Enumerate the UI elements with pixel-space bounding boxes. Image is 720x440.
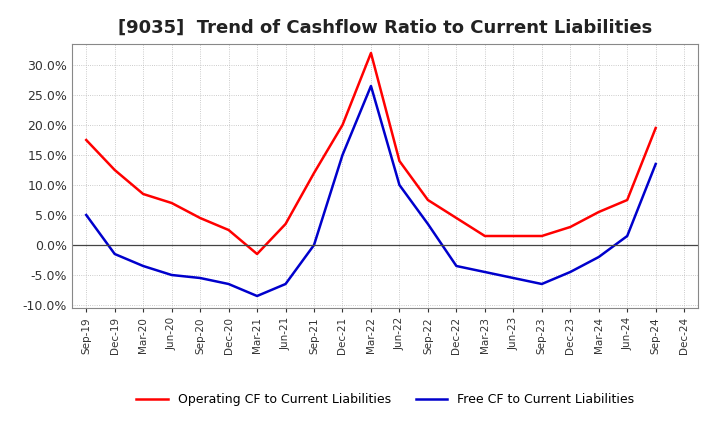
Operating CF to Current Liabilities	[253, 251, 261, 257]
Free CF to Current Liabilities	[395, 182, 404, 187]
Operating CF to Current Liabilities	[338, 122, 347, 128]
Free CF to Current Liabilities	[282, 281, 290, 286]
Free CF to Current Liabilities	[509, 275, 518, 281]
Legend: Operating CF to Current Liabilities, Free CF to Current Liabilities: Operating CF to Current Liabilities, Fre…	[130, 387, 640, 413]
Free CF to Current Liabilities	[623, 233, 631, 238]
Free CF to Current Liabilities	[366, 83, 375, 88]
Free CF to Current Liabilities	[110, 251, 119, 257]
Operating CF to Current Liabilities	[623, 198, 631, 203]
Free CF to Current Liabilities	[196, 275, 204, 281]
Free CF to Current Liabilities	[82, 213, 91, 218]
Operating CF to Current Liabilities	[509, 233, 518, 238]
Operating CF to Current Liabilities	[452, 215, 461, 220]
Free CF to Current Liabilities	[139, 264, 148, 269]
Operating CF to Current Liabilities	[310, 170, 318, 176]
Title: [9035]  Trend of Cashflow Ratio to Current Liabilities: [9035] Trend of Cashflow Ratio to Curren…	[118, 19, 652, 37]
Operating CF to Current Liabilities	[480, 233, 489, 238]
Free CF to Current Liabilities	[338, 152, 347, 158]
Operating CF to Current Liabilities	[652, 125, 660, 131]
Operating CF to Current Liabilities	[139, 191, 148, 197]
Operating CF to Current Liabilities	[110, 167, 119, 172]
Operating CF to Current Liabilities	[282, 221, 290, 227]
Operating CF to Current Liabilities	[225, 227, 233, 233]
Line: Operating CF to Current Liabilities: Operating CF to Current Liabilities	[86, 53, 656, 254]
Operating CF to Current Liabilities	[196, 215, 204, 220]
Operating CF to Current Liabilities	[395, 158, 404, 164]
Operating CF to Current Liabilities	[566, 224, 575, 230]
Line: Free CF to Current Liabilities: Free CF to Current Liabilities	[86, 86, 656, 296]
Free CF to Current Liabilities	[566, 269, 575, 275]
Free CF to Current Liabilities	[537, 281, 546, 286]
Operating CF to Current Liabilities	[167, 200, 176, 205]
Free CF to Current Liabilities	[253, 293, 261, 299]
Operating CF to Current Liabilities	[366, 50, 375, 55]
Free CF to Current Liabilities	[652, 161, 660, 167]
Free CF to Current Liabilities	[310, 242, 318, 248]
Operating CF to Current Liabilities	[82, 137, 91, 143]
Free CF to Current Liabilities	[480, 269, 489, 275]
Free CF to Current Liabilities	[167, 272, 176, 278]
Operating CF to Current Liabilities	[423, 198, 432, 203]
Free CF to Current Liabilities	[423, 221, 432, 227]
Free CF to Current Liabilities	[225, 281, 233, 286]
Operating CF to Current Liabilities	[537, 233, 546, 238]
Operating CF to Current Liabilities	[595, 209, 603, 215]
Free CF to Current Liabilities	[452, 264, 461, 269]
Free CF to Current Liabilities	[595, 254, 603, 260]
